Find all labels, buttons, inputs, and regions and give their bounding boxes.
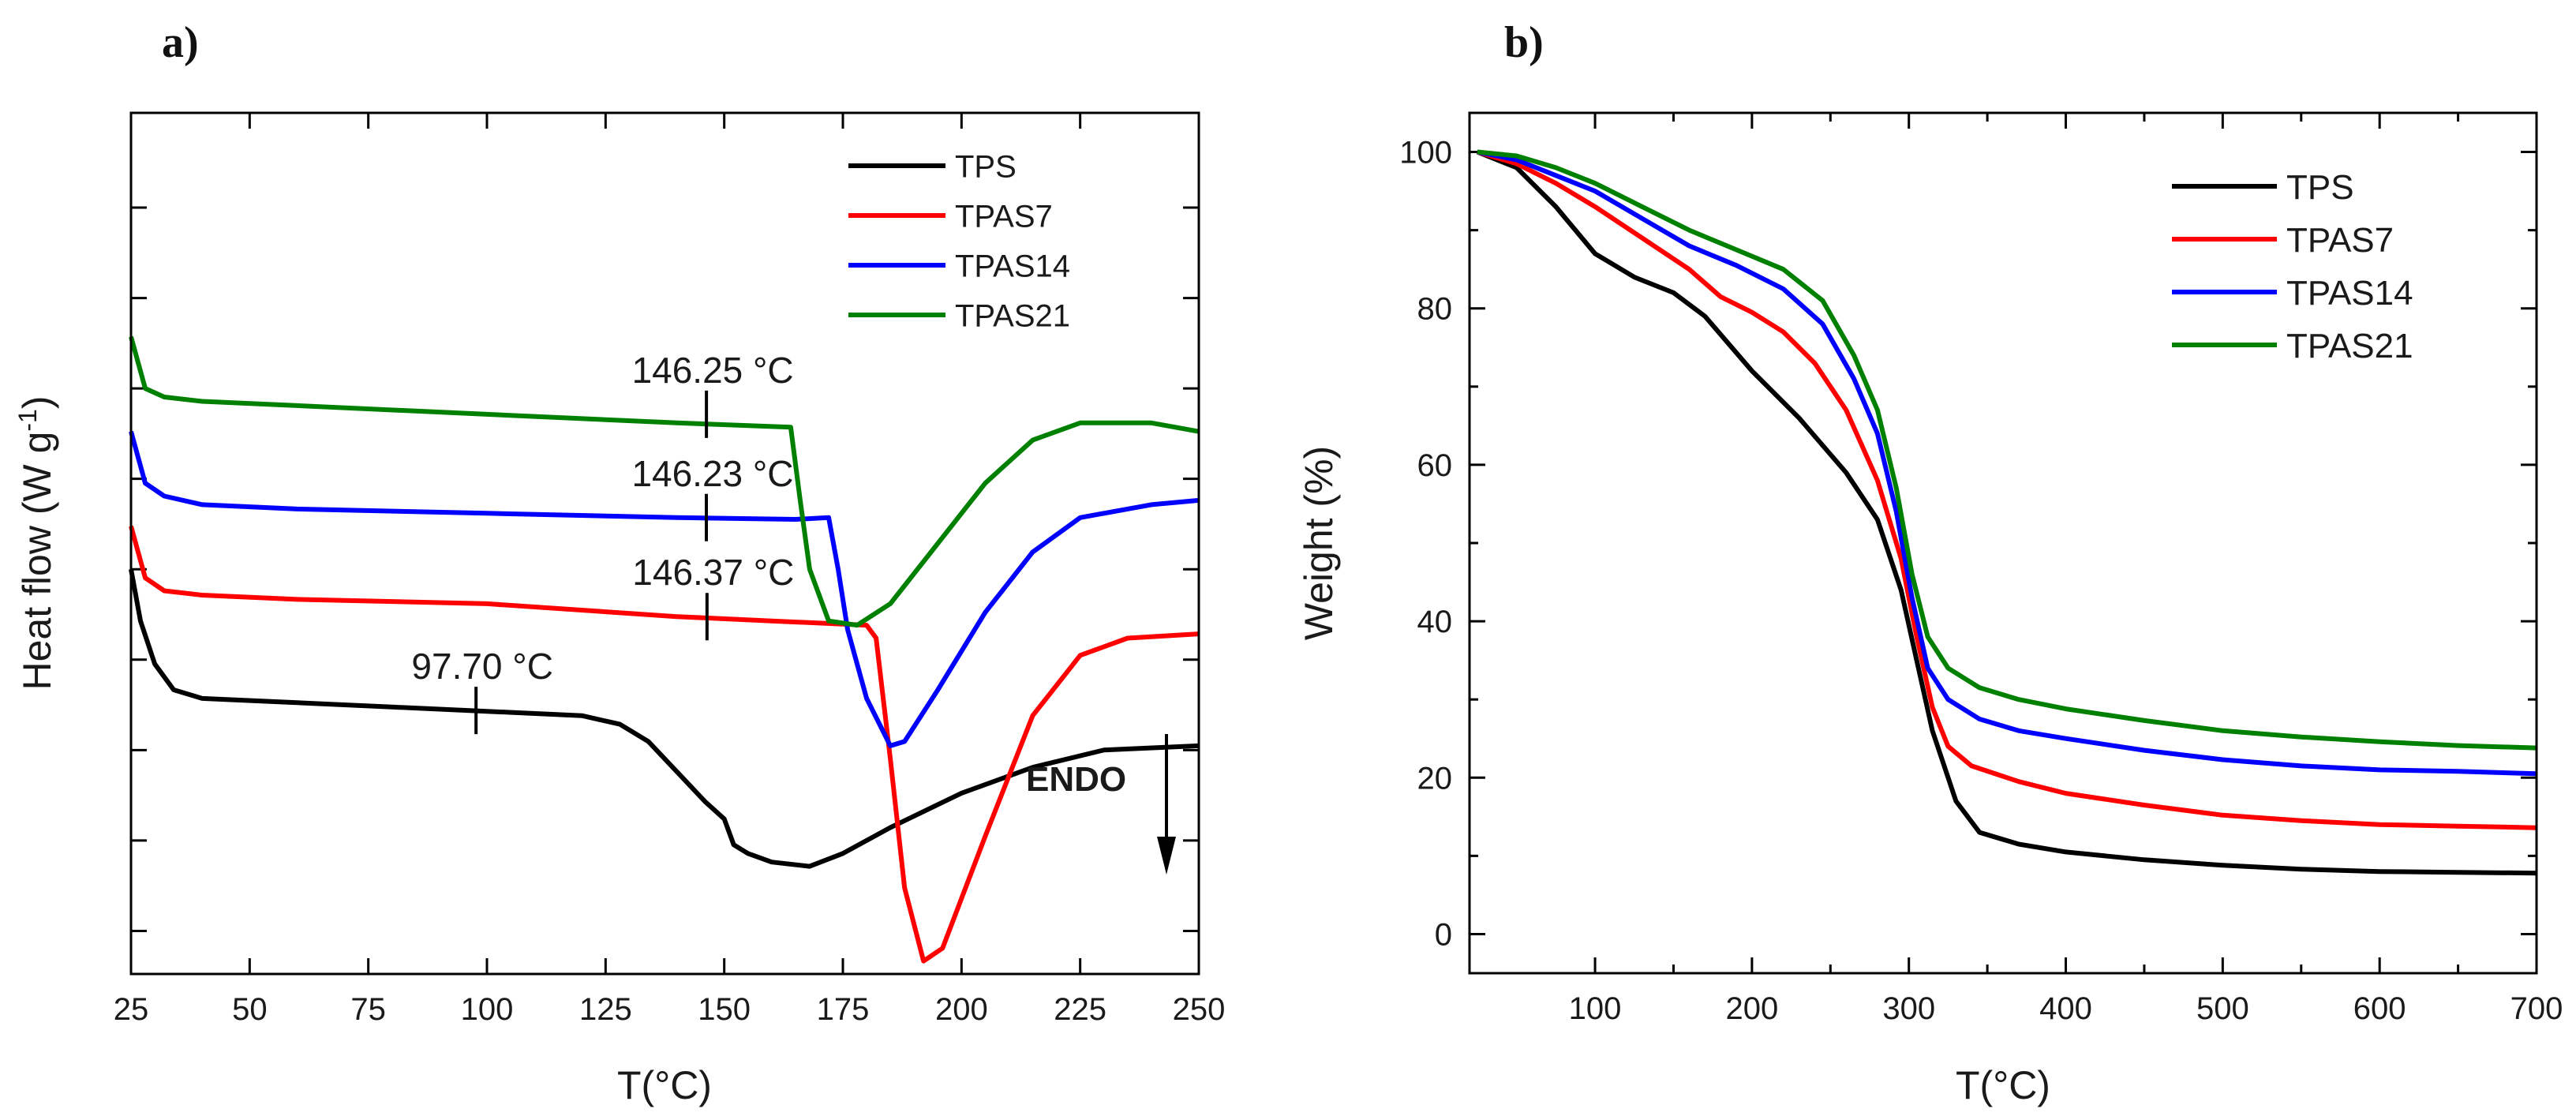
x-tick-label: 700 [2510, 991, 2563, 1026]
endo-indicator: ENDO [1026, 734, 1176, 875]
annotation-label: 97.70 °C [411, 646, 553, 687]
endo-label: ENDO [1026, 760, 1126, 799]
y-tick-label: 0 [1435, 917, 1452, 952]
series-line-tpas21 [129, 335, 1200, 628]
y-tick-label: 20 [1417, 761, 1453, 796]
panel-a-plot-frame [129, 111, 1200, 976]
x-tick-label: 200 [1726, 991, 1779, 1026]
annotation-label: 146.25 °C [632, 350, 794, 391]
legend-label-tpas21: TPAS21 [955, 298, 1070, 333]
x-tick-label: 200 [935, 992, 988, 1027]
series-line-tpas21 [1477, 149, 2537, 751]
legend-label-tpas21: TPAS21 [2286, 327, 2413, 365]
panel-a-legend: TPS TPAS7 TPAS14 TPAS21 [848, 149, 1070, 333]
x-tick-label: 400 [2039, 991, 2092, 1026]
series-line-tpas7 [1477, 149, 2537, 830]
panel-a-ticks [129, 113, 1200, 974]
panel-a-x-axis-label: T(°C) [617, 1063, 712, 1107]
panel-b-x-axis-label: T(°C) [1956, 1063, 2050, 1107]
series-line-tpas7 [129, 525, 1200, 964]
legend-label-tps: TPS [2286, 168, 2354, 207]
panel-b-series-lines [1476, 149, 2537, 876]
y-tick-label: 100 [1399, 136, 1452, 170]
series-line-tps [129, 568, 1200, 869]
x-tick-label: 250 [1173, 992, 1226, 1027]
y-tick-label: 60 [1417, 448, 1453, 483]
x-tick-label: 150 [698, 992, 751, 1027]
x-tick-label: 50 [232, 992, 268, 1027]
panel-a-x-tick-labels: 25 50 75 100 125 150 175 200 225 250 [114, 992, 1226, 1027]
x-tick-label: 500 [2196, 991, 2249, 1026]
series-line-tpas14 [129, 430, 1200, 748]
x-tick-label: 75 [350, 992, 386, 1027]
y-tick-label: 80 [1417, 292, 1453, 327]
series-line-tpas14 [1477, 149, 2537, 777]
panel-a-label: a) [162, 18, 199, 67]
x-tick-label: 100 [461, 992, 514, 1027]
panel-b-tga-chart: b) 100 200 300 400 500 600 700 0 20 40 60 80 100 T(… [1297, 18, 2563, 1107]
panel-b-label: b) [1504, 18, 1544, 67]
legend-label-tpas14: TPAS14 [955, 249, 1070, 283]
x-tick-label: 125 [579, 992, 632, 1027]
annotation-label: 146.37 °C [632, 552, 794, 593]
panel-b-y-axis-label: Weight (%) [1297, 446, 1341, 640]
legend-label-tps: TPS [955, 149, 1017, 184]
panel-a-y-axis-label: Heat flow (W g-1) [13, 396, 59, 691]
panel-a-annotations: 146.25 °C 146.23 °C 146.37 °C 97.70 °C [411, 350, 794, 735]
x-tick-label: 600 [2353, 991, 2406, 1026]
legend-label-tpas7: TPAS7 [955, 199, 1053, 234]
panel-b-legend: TPS TPAS7 TPAS14 TPAS21 [2172, 168, 2413, 365]
series-line-tps [1476, 149, 2537, 876]
x-tick-label: 100 [1569, 991, 1622, 1026]
y-tick-label: 40 [1417, 605, 1453, 639]
panel-a-series-lines [129, 335, 1200, 964]
legend-label-tpas7: TPAS7 [2286, 221, 2394, 260]
panel-b-plot-frame [1468, 111, 2538, 975]
panel-b-x-tick-labels: 100 200 300 400 500 600 700 [1569, 991, 2563, 1026]
endo-arrow-head-icon [1157, 837, 1176, 875]
legend-label-tpas14: TPAS14 [2286, 274, 2413, 313]
panel-b-y-tick-labels: 0 20 40 60 80 100 [1399, 136, 1452, 953]
panel-a-dsc-chart: a) 25 50 75 100 125 150 175 200 225 250 146.25 °C… [13, 18, 1225, 1107]
x-tick-label: 25 [114, 992, 149, 1027]
x-tick-label: 225 [1054, 992, 1106, 1027]
x-tick-label: 175 [817, 992, 870, 1027]
annotation-label: 146.23 °C [631, 453, 793, 494]
x-tick-label: 300 [1882, 991, 1935, 1026]
